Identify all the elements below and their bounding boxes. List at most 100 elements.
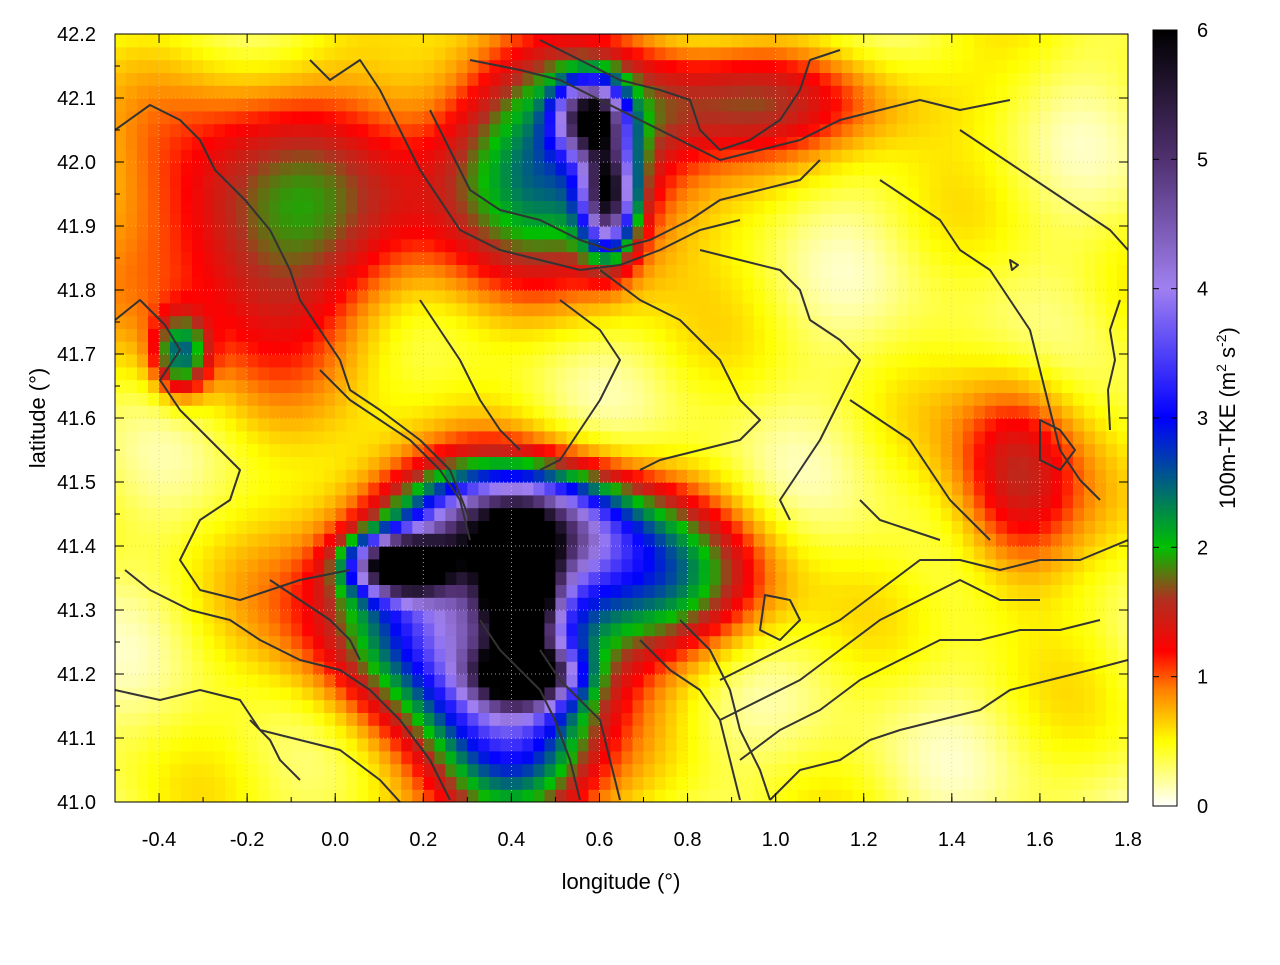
heat-cell (808, 674, 821, 688)
heat-cell (357, 789, 369, 802)
heat-cell (687, 162, 700, 176)
heat-cell (170, 59, 182, 73)
heat-cell (687, 494, 700, 509)
heat-cell (698, 418, 711, 432)
heat-cell (874, 213, 887, 227)
heat-cell (962, 302, 975, 317)
heat-cell (819, 597, 832, 611)
heat-cell (852, 366, 865, 381)
heat-cell (808, 328, 821, 342)
heat-cell (357, 610, 369, 624)
heat-cell (874, 200, 887, 214)
heat-cell (599, 686, 612, 701)
heat-cell (797, 162, 810, 176)
heat-cell (181, 290, 193, 304)
heat-cell (192, 213, 204, 227)
heat-cell (291, 482, 303, 496)
heat-cell (456, 430, 468, 445)
heat-cell (995, 328, 1008, 342)
heat-cell (137, 558, 149, 573)
heat-cell (819, 776, 832, 790)
heat-cell (819, 379, 832, 393)
heat-cell (126, 789, 138, 802)
heat-cell (1017, 584, 1030, 598)
heat-cell (170, 558, 182, 573)
heat-cell (1017, 430, 1030, 445)
heat-cell (247, 533, 259, 547)
heat-cell (368, 200, 380, 214)
heat-cell (962, 661, 975, 675)
heat-cell (665, 430, 678, 445)
heat-cell (599, 750, 612, 765)
heat-cell (643, 98, 656, 112)
heat-cell (566, 546, 579, 560)
heat-cell (973, 661, 986, 675)
heat-cell (753, 200, 766, 214)
heat-cell (1028, 674, 1041, 688)
heat-cell (137, 469, 149, 483)
heat-cell (247, 738, 259, 752)
heat-cell (896, 546, 909, 560)
heat-cell (940, 482, 953, 496)
heat-cell (159, 750, 171, 765)
heat-cell (401, 238, 413, 253)
heat-cell (291, 315, 303, 329)
heat-cell (1006, 110, 1019, 125)
heat-cell (797, 405, 810, 419)
heat-cell (962, 725, 975, 739)
heat-cell (379, 418, 391, 432)
heat-cell (379, 520, 391, 534)
heat-cell (555, 750, 568, 765)
heat-cell (368, 354, 380, 368)
heat-cell (159, 699, 171, 713)
heat-cell (775, 712, 788, 726)
heat-cell (852, 558, 865, 573)
heat-cell (280, 46, 292, 61)
heat-cell (852, 763, 865, 777)
heat-cell (368, 622, 380, 637)
heat-cell (885, 610, 898, 624)
heat-cell (830, 533, 843, 547)
heat-cell (126, 597, 138, 611)
heat-cell (698, 200, 711, 214)
heat-cell (280, 200, 292, 214)
heat-cell (984, 494, 997, 509)
heat-cell (555, 482, 568, 496)
heat-cell (192, 123, 204, 137)
heat-cell (225, 712, 237, 726)
heat-cell (742, 635, 755, 649)
heat-cell (181, 354, 193, 368)
heat-cell (555, 85, 568, 99)
heat-cell (984, 635, 997, 649)
heat-cell (533, 187, 546, 201)
heat-cell (962, 136, 975, 150)
heat-cell (225, 277, 237, 291)
heat-cell (588, 610, 601, 624)
heat-cell (588, 763, 601, 777)
heat-cell (896, 610, 909, 624)
heat-cell (929, 789, 942, 802)
heat-cell (742, 98, 755, 112)
heat-cell (852, 712, 865, 726)
heat-cell (302, 789, 314, 802)
heat-cell (137, 98, 149, 112)
heat-cell (181, 238, 193, 253)
heat-cell (907, 418, 920, 432)
heat-cell (280, 571, 292, 585)
heat-cell (709, 622, 722, 637)
heat-cell (412, 610, 424, 624)
heat-cell (654, 46, 667, 61)
heat-cell (346, 776, 358, 790)
heat-cell (566, 290, 579, 304)
heat-cell (819, 622, 832, 637)
heat-cell (247, 418, 259, 432)
heat-cell (742, 213, 755, 227)
heat-cell (841, 187, 854, 201)
heat-cell (346, 418, 358, 432)
heat-cell (137, 251, 149, 265)
heat-cell (874, 520, 887, 534)
heat-cell (379, 251, 391, 265)
heat-cell (214, 85, 226, 99)
heat-cell (995, 443, 1008, 457)
heat-cell (632, 469, 645, 483)
